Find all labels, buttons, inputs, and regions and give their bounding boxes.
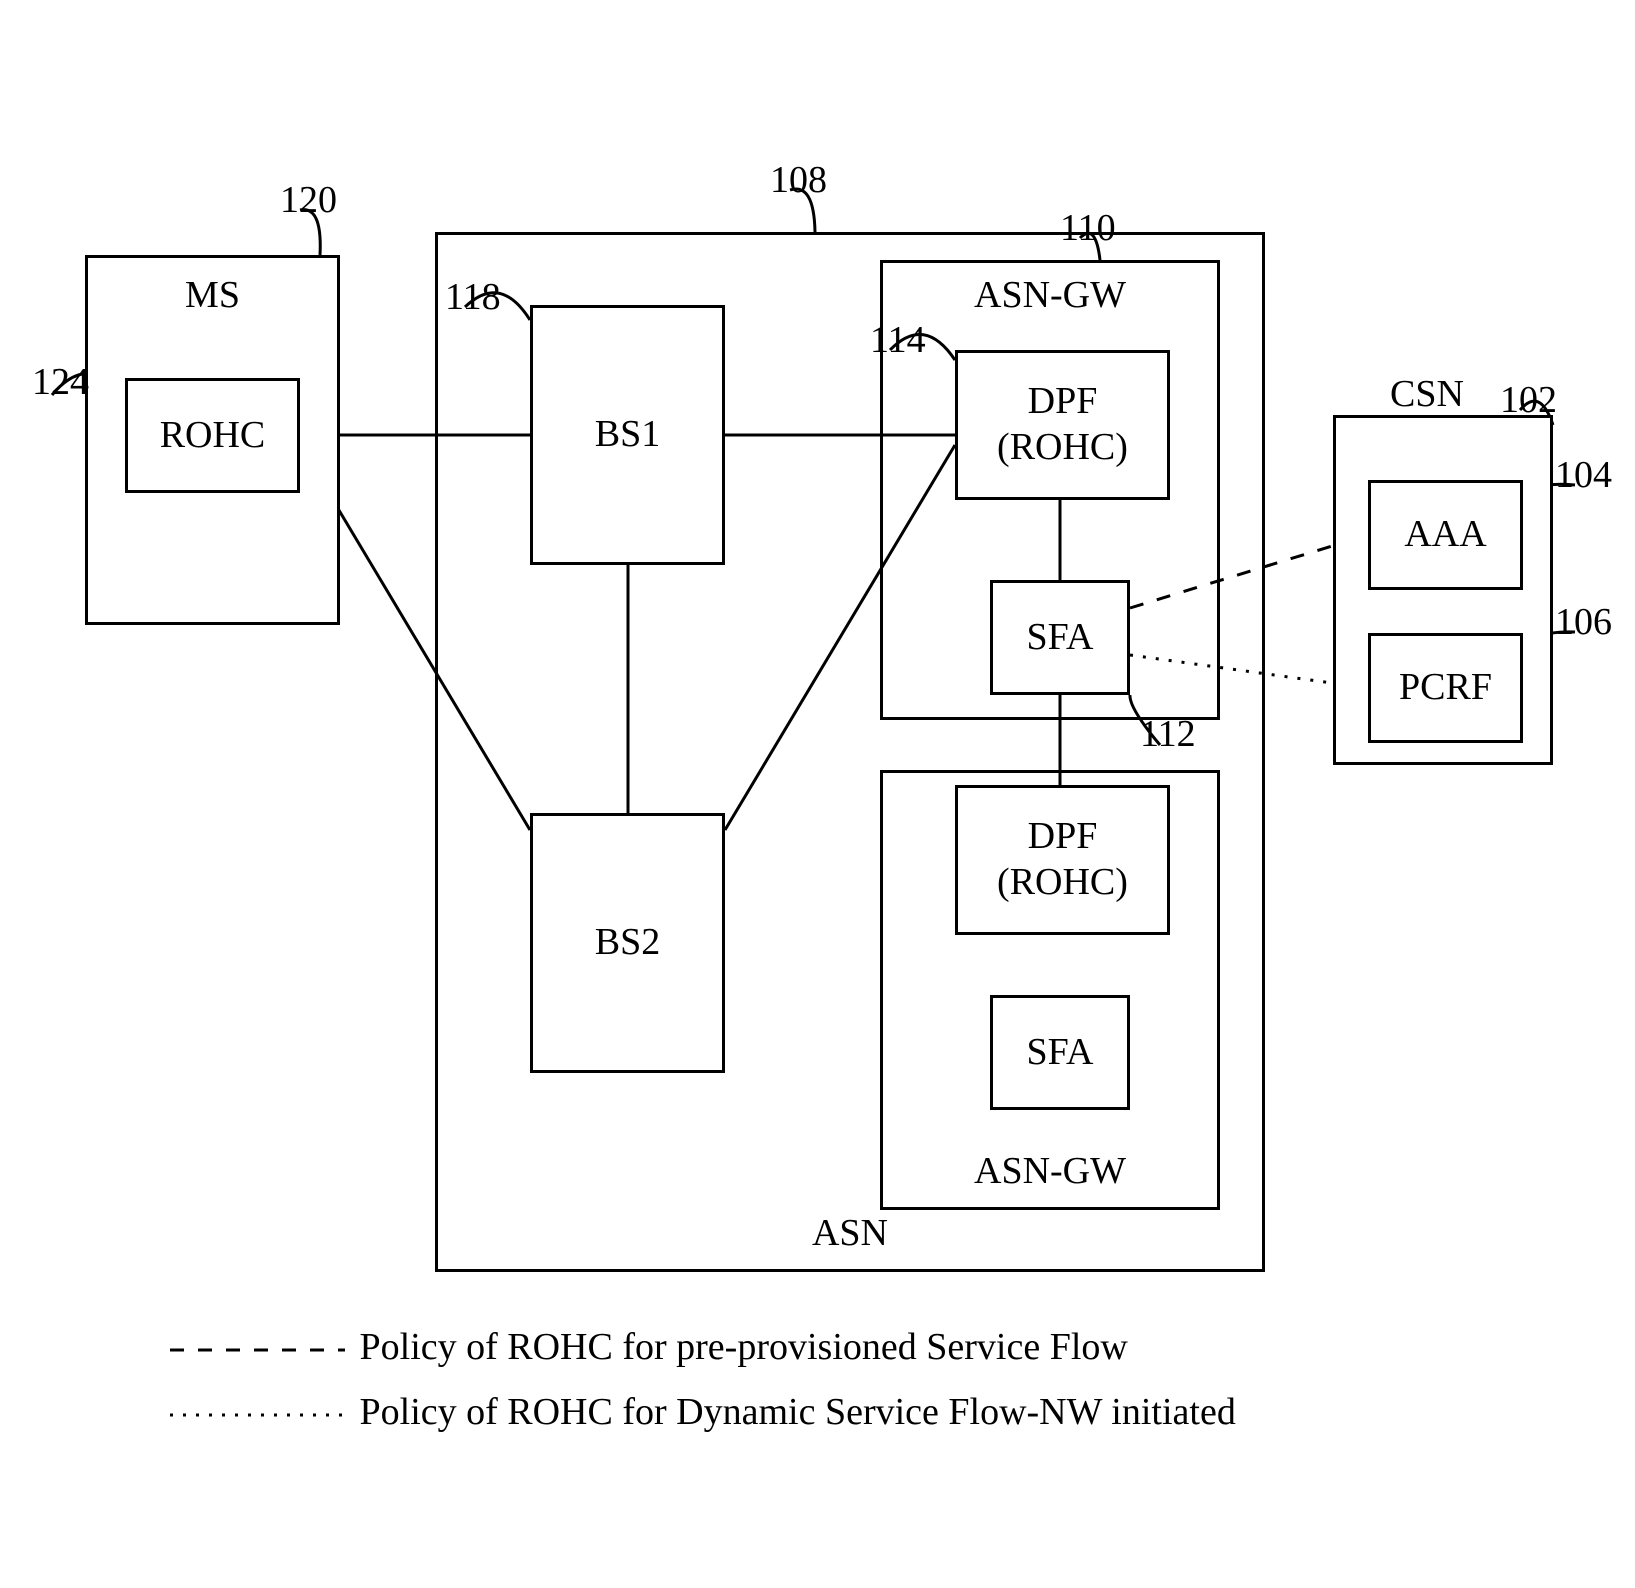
ref-106: 106 (1555, 600, 1612, 644)
dpf2-label: DPF (ROHC) (997, 814, 1128, 905)
dpf2-box: DPF (ROHC) (955, 785, 1170, 935)
sfa2-box: SFA (990, 995, 1130, 1110)
pcrf-box: PCRF (1368, 633, 1523, 743)
ref-112: 112 (1140, 712, 1196, 756)
rohc-box: ROHC (125, 378, 300, 493)
dpf1-label: DPF (ROHC) (997, 379, 1128, 470)
ref-104: 104 (1555, 453, 1612, 497)
legend-row-2: Policy of ROHC for Dynamic Service Flow-… (170, 1390, 1236, 1434)
asngw1-label: ASN-GW (974, 273, 1126, 319)
bs2-box: BS2 (530, 813, 725, 1073)
ref-118: 118 (445, 275, 501, 319)
legend-dashed-line (170, 1340, 350, 1360)
sfa1-box: SFA (990, 580, 1130, 695)
legend-dotted-line (170, 1405, 350, 1425)
dpf1-box: DPF (ROHC) (955, 350, 1170, 500)
ref-108: 108 (770, 158, 827, 202)
legend-text-2: Policy of ROHC for Dynamic Service Flow-… (360, 1391, 1236, 1433)
ms-label: MS (185, 273, 240, 319)
sfa1-label: SFA (1027, 615, 1094, 661)
sfa2-label: SFA (1027, 1030, 1094, 1076)
aaa-box: AAA (1368, 480, 1523, 590)
ref-102: 102 (1500, 378, 1557, 422)
legend-text-1: Policy of ROHC for pre-provisioned Servi… (360, 1326, 1128, 1368)
bs1-box: BS1 (530, 305, 725, 565)
pcrf-label: PCRF (1399, 665, 1492, 711)
asn-label: ASN (812, 1211, 888, 1257)
aaa-label: AAA (1404, 512, 1486, 558)
ref-114: 114 (870, 318, 926, 362)
bs2-label: BS2 (595, 920, 660, 966)
ref-110: 110 (1060, 206, 1116, 250)
legend-row-1: Policy of ROHC for pre-provisioned Servi… (170, 1325, 1128, 1369)
ref-120: 120 (280, 178, 337, 222)
bs1-label: BS1 (595, 412, 660, 458)
asngw2-label: ASN-GW (974, 1149, 1126, 1195)
rohc-label: ROHC (160, 413, 266, 459)
csn-label: CSN (1390, 372, 1464, 416)
network-diagram: MS ROHC ASN BS1 BS2 ASN-GW DPF (ROHC) SF… (0, 0, 1635, 1588)
ref-124: 124 (32, 360, 89, 404)
